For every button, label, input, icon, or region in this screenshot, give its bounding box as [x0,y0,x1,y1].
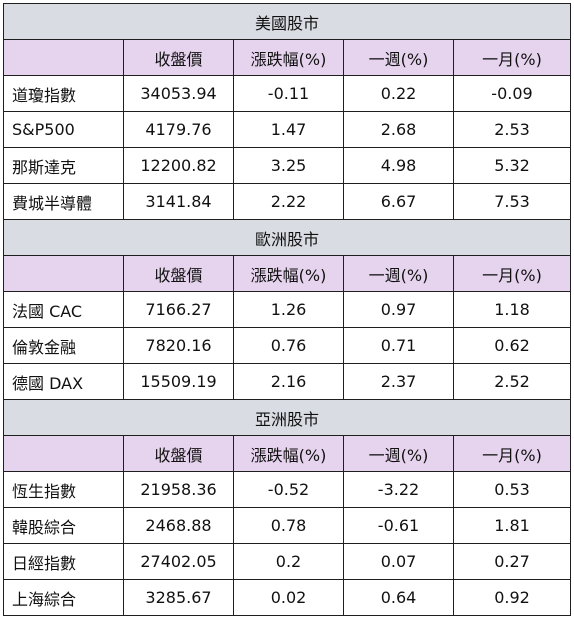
column-header-month: 一月(%) [452,435,572,472]
section-title-row-europe: 歐洲股市 [2,219,572,256]
section-title: 美國股市 [2,3,572,40]
cell-week: 2.37 [343,363,454,400]
cell-name: 上海綜合 [3,579,124,616]
table-body: 美國股市 收盤價 漲跌幅(%) 一週(%) 一月(%) 道瓊指數 34053.94 -0.11… [2,3,572,616]
cell-change: 2.22 [233,183,344,220]
cell-change: 0.78 [233,507,344,544]
section-title-row-us: 美國股市 [2,3,572,40]
cell-name: 德國 DAX [3,363,124,400]
cell-week: 0.07 [343,543,454,580]
column-header-week: 一週(%) [343,435,454,472]
cell-change: 3.25 [233,147,344,184]
cell-week: 4.98 [343,147,454,184]
cell-week: 0.64 [343,579,454,616]
cell-month: 0.27 [452,543,572,580]
section-title: 歐洲股市 [2,219,572,256]
cell-change: 0.02 [233,579,344,616]
column-header-change: 漲跌幅(%) [233,435,344,472]
cell-close: 12200.82 [123,147,234,184]
cell-close: 7820.16 [123,327,234,364]
column-header-close: 收盤價 [123,39,234,76]
section-title-row-asia: 亞洲股市 [2,399,572,436]
cell-close: 3285.67 [123,579,234,616]
cell-week: 6.67 [343,183,454,220]
cell-name: 那斯達克 [3,147,124,184]
cell-month: -0.09 [452,75,572,112]
column-header-row: 收盤價 漲跌幅(%) 一週(%) 一月(%) [3,435,572,472]
column-header-name [3,435,124,472]
cell-close: 15509.19 [123,363,234,400]
cell-close: 2468.88 [123,507,234,544]
cell-month: 1.18 [452,291,572,328]
cell-name: 道瓊指數 [3,75,124,112]
cell-close: 4179.76 [123,111,234,148]
cell-name: 日經指數 [3,543,124,580]
cell-month: 0.62 [452,327,572,364]
cell-month: 7.53 [452,183,572,220]
column-header-close: 收盤價 [123,435,234,472]
cell-month: 1.81 [452,507,572,544]
table-row: S&P500 4179.76 1.47 2.68 2.53 [3,111,572,148]
table-row: 韓股綜合 2468.88 0.78 -0.61 1.81 [3,507,572,544]
cell-change: -0.11 [233,75,344,112]
cell-name: S&P500 [3,111,124,148]
cell-close: 3141.84 [123,183,234,220]
cell-week: 0.22 [343,75,454,112]
column-header-week: 一週(%) [343,39,454,76]
cell-close: 7166.27 [123,291,234,328]
cell-month: 0.53 [452,471,572,508]
column-header-row: 收盤價 漲跌幅(%) 一週(%) 一月(%) [3,39,572,76]
column-header-close: 收盤價 [123,255,234,292]
cell-month: 2.52 [452,363,572,400]
cell-change: 1.47 [233,111,344,148]
cell-close: 27402.05 [123,543,234,580]
cell-month: 5.32 [452,147,572,184]
cell-month: 0.92 [452,579,572,616]
table-row: 道瓊指數 34053.94 -0.11 0.22 -0.09 [3,75,572,112]
column-header-month: 一月(%) [452,39,572,76]
cell-close: 21958.36 [123,471,234,508]
column-header-month: 一月(%) [452,255,572,292]
table-row: 倫敦金融 7820.16 0.76 0.71 0.62 [3,327,572,364]
cell-week: 0.71 [343,327,454,364]
column-header-row: 收盤價 漲跌幅(%) 一週(%) 一月(%) [3,255,572,292]
cell-name: 費城半導體 [3,183,124,220]
cell-name: 韓股綜合 [3,507,124,544]
section-title: 亞洲股市 [2,399,572,436]
column-header-name [3,255,124,292]
cell-month: 2.53 [452,111,572,148]
table-row: 日經指數 27402.05 0.2 0.07 0.27 [3,543,572,580]
table-row: 德國 DAX 15509.19 2.16 2.37 2.52 [3,363,572,400]
cell-name: 法國 CAC [3,291,124,328]
table-row: 上海綜合 3285.67 0.02 0.64 0.92 [3,579,572,616]
cell-change: -0.52 [233,471,344,508]
cell-close: 34053.94 [123,75,234,112]
cell-change: 0.2 [233,543,344,580]
cell-change: 0.76 [233,327,344,364]
column-header-change: 漲跌幅(%) [233,255,344,292]
cell-name: 倫敦金融 [3,327,124,364]
cell-week: -0.61 [343,507,454,544]
column-header-change: 漲跌幅(%) [233,39,344,76]
column-header-week: 一週(%) [343,255,454,292]
cell-change: 1.26 [233,291,344,328]
cell-name: 恆生指數 [3,471,124,508]
table-row: 費城半導體 3141.84 2.22 6.67 7.53 [3,183,572,220]
table-row: 恆生指數 21958.36 -0.52 -3.22 0.53 [3,471,572,508]
cell-change: 2.16 [233,363,344,400]
cell-week: -3.22 [343,471,454,508]
table-row: 法國 CAC 7166.27 1.26 0.97 1.18 [3,291,572,328]
table-row: 那斯達克 12200.82 3.25 4.98 5.32 [3,147,572,184]
column-header-name [3,39,124,76]
cell-week: 2.68 [343,111,454,148]
market-table: 美國股市 收盤價 漲跌幅(%) 一週(%) 一月(%) 道瓊指數 34053.94 -0.11… [2,3,572,616]
cell-week: 0.97 [343,291,454,328]
